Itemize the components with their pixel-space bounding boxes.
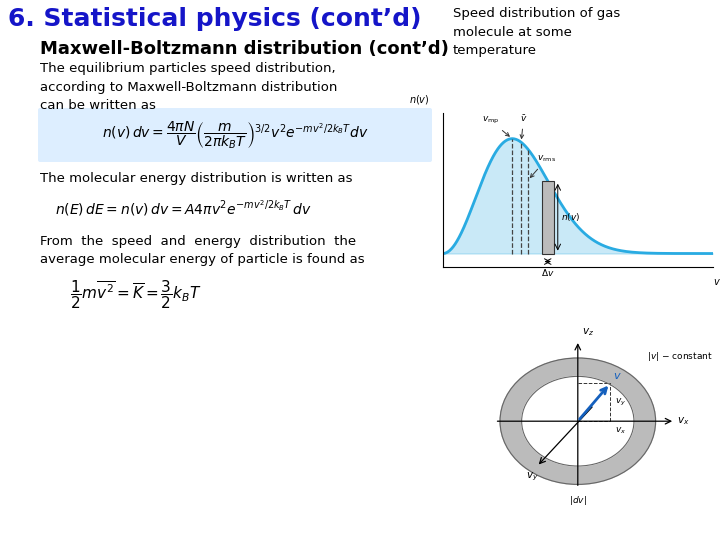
Text: $v_y$: $v_y$ <box>526 471 539 483</box>
Text: $v_z$: $v_z$ <box>582 326 594 338</box>
Text: $v_\mathrm{mp}$: $v_\mathrm{mp}$ <box>482 115 509 136</box>
Text: $\Delta v$: $\Delta v$ <box>541 267 554 278</box>
Text: Maxwell-Boltzmann distribution (cont’d): Maxwell-Boltzmann distribution (cont’d) <box>40 40 449 58</box>
FancyBboxPatch shape <box>38 108 432 162</box>
Text: $n(v)$: $n(v)$ <box>561 211 580 223</box>
Text: From  the  speed  and  energy  distribution  the
average molecular energy of par: From the speed and energy distribution t… <box>40 235 364 267</box>
Text: $v$: $v$ <box>613 371 622 381</box>
Ellipse shape <box>500 358 655 484</box>
Text: velocity space: velocity space <box>453 240 549 253</box>
Text: $v_\mathrm{rms}$: $v_\mathrm{rms}$ <box>531 154 556 178</box>
Text: $n(E)\,dE = n(v)\,dv = A4\pi v^2 e^{-mv^2/2k_BT}\,dv$: $n(E)\,dE = n(v)\,dv = A4\pi v^2 e^{-mv^… <box>55 198 312 218</box>
Text: $\dfrac{1}{2}m\overline{v^2} = \overline{K} = \dfrac{3}{2}k_B T$: $\dfrac{1}{2}m\overline{v^2} = \overline… <box>70 278 202 311</box>
Ellipse shape <box>521 376 634 466</box>
Text: $v_y$: $v_y$ <box>615 397 626 408</box>
Text: Speed distribution of gas
molecule at some
temperature: Speed distribution of gas molecule at so… <box>453 7 620 57</box>
Text: The equilibrium particles speed distribution,
according to Maxwell-Boltzmann dis: The equilibrium particles speed distribu… <box>40 62 338 112</box>
Text: The molecular energy distribution is written as: The molecular energy distribution is wri… <box>40 172 353 185</box>
Text: $n(v)$: $n(v)$ <box>409 93 429 106</box>
Text: $v$: $v$ <box>713 276 720 287</box>
Text: $v_x$: $v_x$ <box>615 426 626 436</box>
Text: $n(v)\,dv = \dfrac{4\pi N}{V}\left(\dfrac{m}{2\pi k_B T}\right)^{3/2} v^2 e^{-mv: $n(v)\,dv = \dfrac{4\pi N}{V}\left(\dfra… <box>102 119 368 151</box>
Text: $\bar{v}$: $\bar{v}$ <box>520 113 527 138</box>
Text: 6. Statistical physics (cont’d): 6. Statistical physics (cont’d) <box>8 7 421 31</box>
Text: $|dv|$: $|dv|$ <box>569 494 587 507</box>
Text: $|v|$ − constant: $|v|$ − constant <box>647 350 713 363</box>
Bar <box>541 181 554 253</box>
Text: $v_x$: $v_x$ <box>677 415 690 427</box>
